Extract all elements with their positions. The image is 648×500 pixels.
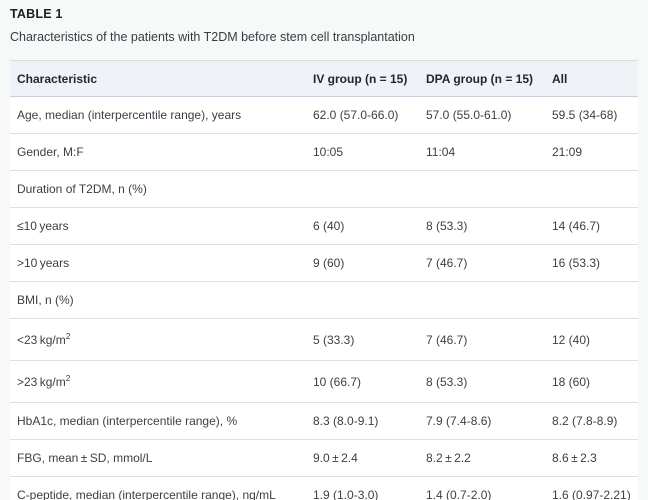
cell-dpa-group: 11:04 bbox=[426, 133, 552, 171]
row-label-text: Duration of T2DM, n (%) bbox=[17, 182, 147, 196]
row-label: Age, median (interpercentile range), yea… bbox=[10, 96, 313, 134]
row-label: FBG, mean ± SD, mmol/L bbox=[10, 439, 313, 477]
cell-all-group: 18 (60) bbox=[552, 360, 638, 403]
cell-all-group: 59.5 (34-68) bbox=[552, 96, 638, 134]
row-label-superscript: 2 bbox=[65, 331, 71, 341]
row-label: Duration of T2DM, n (%) bbox=[10, 170, 313, 208]
cell-all-group: 12 (40) bbox=[552, 318, 638, 361]
cell-iv-group: 8.3 (8.0-9.1) bbox=[313, 402, 426, 440]
cell-iv-group: 9.0 ± 2.4 bbox=[313, 439, 426, 477]
cell-dpa-group: 8 (53.3) bbox=[426, 207, 552, 245]
row-label: C-peptide, median (interpercentile range… bbox=[10, 477, 313, 500]
table-header-row: Characteristic IV group (n = 15) DPA group… bbox=[10, 60, 638, 97]
column-header: Characteristic bbox=[10, 60, 313, 97]
row-label-text: HbA1c, median (interpercentile range), % bbox=[17, 414, 238, 428]
table-row: Gender, M:F 10:05 11:04 21:09 bbox=[10, 133, 638, 171]
row-label-text: >10 years bbox=[17, 256, 70, 270]
cell-iv-group bbox=[313, 281, 426, 319]
row-label: BMI, n (%) bbox=[10, 281, 313, 319]
row-label-text: C-peptide, median (interpercentile range… bbox=[17, 488, 276, 500]
table-row: Duration of T2DM, n (%) bbox=[10, 170, 638, 208]
cell-iv-group: 9 (60) bbox=[313, 244, 426, 282]
cell-iv-group bbox=[313, 170, 426, 208]
cell-dpa-group: 7.9 (7.4-8.6) bbox=[426, 402, 552, 440]
row-label: Gender, M:F bbox=[10, 133, 313, 171]
row-label: >23 kg/m2 bbox=[10, 360, 313, 403]
row-label-text: BMI, n (%) bbox=[17, 293, 74, 307]
table-row: BMI, n (%) bbox=[10, 281, 638, 319]
cell-all-group: 14 (46.7) bbox=[552, 207, 638, 245]
cell-dpa-group: 57.0 (55.0-61.0) bbox=[426, 96, 552, 134]
cell-iv-group: 6 (40) bbox=[313, 207, 426, 245]
row-label-text: <23 kg/m bbox=[17, 333, 66, 347]
table-row: >10 years 9 (60) 7 (46.7) 16 (53.3) bbox=[10, 244, 638, 282]
column-header: IV group (n = 15) bbox=[313, 60, 426, 97]
cell-dpa-group: 1.4 (0.7-2.0) bbox=[426, 488, 492, 500]
cell-all-group: 16 (53.3) bbox=[552, 244, 638, 282]
table-row: HbA1c, median (interpercentile range), %… bbox=[10, 402, 638, 440]
table-row: ≤10 years 6 (40) 8 (53.3) 14 (46.7) bbox=[10, 207, 638, 245]
table-body: Age, median (interpercentile range), yea… bbox=[10, 96, 638, 500]
cell-iv-group: 10:05 bbox=[313, 133, 426, 171]
cell-all-group: 21:09 bbox=[552, 133, 638, 171]
cell-dpa-group bbox=[426, 170, 552, 208]
table-caption: Characteristics of the patients with T2D… bbox=[10, 30, 415, 44]
table-row: Age, median (interpercentile range), yea… bbox=[10, 96, 638, 134]
cell-all-group: 8.2 (7.8-8.9) bbox=[552, 402, 638, 440]
row-label-superscript: 2 bbox=[65, 373, 71, 383]
table-row: <23 kg/m2 5 (33.3) 7 (46.7) 12 (40) bbox=[10, 318, 638, 361]
cell-all-group: 8.6 ± 2.3 bbox=[552, 439, 638, 477]
cell-iv-group: 10 (66.7) bbox=[313, 360, 426, 403]
row-label-text: Gender, M:F bbox=[17, 145, 84, 159]
column-header: DPA group (n = 15) bbox=[426, 60, 552, 97]
cell-iv-group: 5 (33.3) bbox=[313, 318, 426, 361]
cell-dpa-group bbox=[426, 281, 552, 319]
row-label-text: FBG, mean ± SD, mmol/L bbox=[17, 451, 153, 465]
row-label-text: >23 kg/m bbox=[17, 375, 66, 389]
cell-dpa-group: 8.2 ± 2.2 bbox=[426, 439, 552, 477]
characteristics-table: Characteristic IV group (n = 15) DPA group… bbox=[10, 60, 638, 500]
cell-dpa-group: 7 (46.7) bbox=[426, 244, 552, 282]
row-label: ≤10 years bbox=[10, 207, 313, 245]
row-label-text: ≤10 years bbox=[17, 219, 69, 233]
row-label: >10 years bbox=[10, 244, 313, 282]
cell-iv-group: 1.9 (1.0-3.0) bbox=[313, 488, 379, 500]
cell-all-group: 1.6 (0.97-2.21) bbox=[552, 488, 631, 500]
row-label: HbA1c, median (interpercentile range), % bbox=[10, 402, 313, 440]
row-label-text: Age, median (interpercentile range), yea… bbox=[17, 108, 242, 122]
cell-all-group bbox=[552, 170, 638, 208]
table-row: FBG, mean ± SD, mmol/L 9.0 ± 2.4 8.2 ± 2.2… bbox=[10, 439, 638, 477]
table-row: >23 kg/m2 10 (66.7) 8 (53.3) 18 (60) bbox=[10, 360, 638, 403]
column-header: All bbox=[552, 60, 638, 97]
cell-dpa-group: 8 (53.3) bbox=[426, 360, 552, 403]
table-row: C-peptide, median (interpercentile range… bbox=[10, 477, 638, 500]
cell-dpa-group: 7 (46.7) bbox=[426, 318, 552, 361]
cell-all-group bbox=[552, 281, 638, 319]
table-label: TABLE 1 bbox=[10, 7, 63, 21]
cell-iv-group: 62.0 (57.0-66.0) bbox=[313, 96, 426, 134]
row-label: <23 kg/m2 bbox=[10, 318, 313, 361]
